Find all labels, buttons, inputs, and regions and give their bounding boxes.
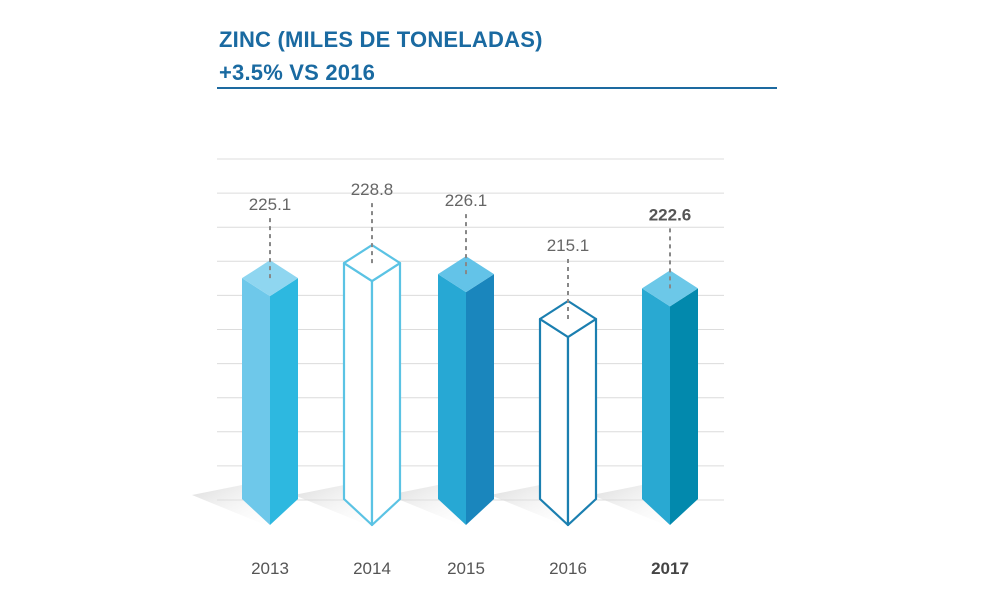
bars	[242, 243, 698, 527]
category-label-2013: 2013	[251, 559, 289, 578]
bar-side-face	[270, 278, 298, 525]
bar-front-face	[438, 274, 466, 525]
category-label-2014: 2014	[353, 559, 391, 578]
value-label-2016: 215.1	[547, 236, 590, 255]
value-label-2017: 222.6	[649, 205, 692, 224]
bar-2015	[438, 256, 494, 525]
value-label-2015: 226.1	[445, 191, 488, 210]
category-label-2016: 2016	[549, 559, 587, 578]
bar-shadows	[192, 485, 680, 531]
bar-top-face	[342, 243, 402, 283]
bar-side-face	[566, 317, 598, 527]
bar-front-face	[342, 261, 374, 527]
bar-2014	[342, 243, 402, 527]
bar-shadow	[294, 485, 382, 531]
bar-front-face	[242, 278, 270, 525]
title-underline	[217, 87, 777, 89]
bar-front-face	[642, 288, 670, 525]
category-labels: 2013 2014 2015 2016 2017	[251, 559, 689, 578]
leader-lines	[269, 203, 671, 324]
bar-shadow	[388, 485, 476, 531]
bar-2013	[242, 260, 298, 525]
bar-front-face	[538, 317, 570, 527]
bar-side-face	[370, 261, 402, 527]
value-labels: 225.1 228.8 226.1 215.1 222.6	[249, 180, 692, 255]
bar-shadow	[490, 485, 578, 531]
value-label-2013: 225.1	[249, 195, 292, 214]
category-label-2017: 2017	[651, 559, 689, 578]
bar-side-face	[466, 274, 494, 525]
bar-side-face	[670, 288, 698, 525]
bar-2017	[642, 270, 698, 525]
chart-title: ZINC (MILES DE TONELADAS)	[219, 27, 543, 52]
value-label-2014: 228.8	[351, 180, 394, 199]
bar-2016	[538, 299, 598, 527]
bar-shadow	[592, 485, 680, 531]
chart-subtitle: +3.5% VS 2016	[219, 60, 376, 85]
category-label-2015: 2015	[447, 559, 485, 578]
bar-shadow	[192, 485, 280, 531]
